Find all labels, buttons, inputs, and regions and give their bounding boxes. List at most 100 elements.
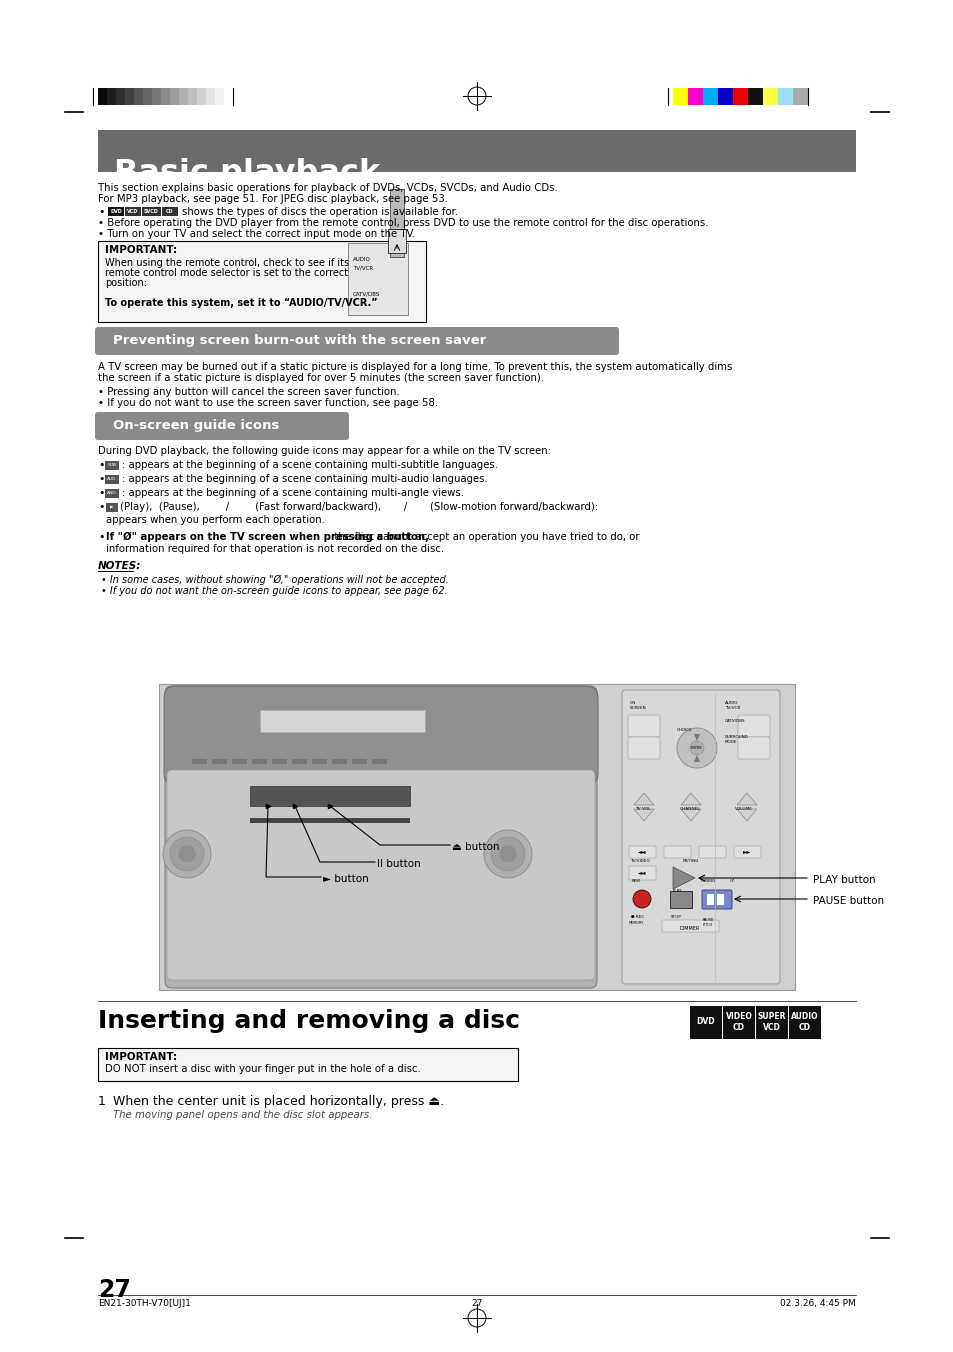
Bar bbox=[192, 758, 207, 764]
Bar bbox=[224, 88, 233, 105]
Bar bbox=[214, 88, 224, 105]
Bar bbox=[133, 88, 143, 105]
Text: On-screen guide icons: On-screen guide icons bbox=[112, 419, 279, 433]
Text: •: • bbox=[98, 475, 105, 484]
Text: STOP: STOP bbox=[670, 915, 681, 919]
Text: A TV screen may be burned out if a static picture is displayed for a long time. : A TV screen may be burned out if a stati… bbox=[98, 362, 732, 372]
Circle shape bbox=[170, 837, 204, 871]
Text: TUNING: TUNING bbox=[700, 879, 715, 883]
Text: : appears at the beginning of a scene containing multi-angle views.: : appears at the beginning of a scene co… bbox=[122, 488, 463, 498]
Bar bbox=[792, 88, 807, 105]
Bar bbox=[125, 88, 133, 105]
Circle shape bbox=[677, 727, 717, 768]
Text: • If you do not want to use the screen saver function, see page 58.: • If you do not want to use the screen s… bbox=[98, 397, 437, 408]
Bar bbox=[179, 88, 188, 105]
Text: NOTES:: NOTES: bbox=[98, 561, 141, 571]
Text: • If you do not want the on-screen guide icons to appear, see page 62.: • If you do not want the on-screen guide… bbox=[101, 585, 447, 596]
Bar bbox=[152, 88, 161, 105]
Text: ENTER: ENTER bbox=[690, 746, 702, 750]
Text: VOLUME: VOLUME bbox=[734, 807, 752, 811]
Text: VCD: VCD bbox=[128, 210, 138, 214]
Text: position:: position: bbox=[105, 279, 147, 288]
Text: CHOICE: CHOICE bbox=[677, 727, 692, 731]
Text: • Turn on your TV and select the correct input mode on the TV.: • Turn on your TV and select the correct… bbox=[98, 228, 415, 239]
Bar bbox=[747, 88, 762, 105]
Bar bbox=[232, 758, 247, 764]
Bar bbox=[788, 1006, 821, 1038]
Bar bbox=[292, 758, 307, 764]
Polygon shape bbox=[680, 808, 700, 821]
Text: When the center unit is placed horizontally, press ⏏.: When the center unit is placed horizonta… bbox=[112, 1095, 444, 1109]
FancyBboxPatch shape bbox=[95, 412, 349, 439]
Bar bbox=[98, 241, 426, 322]
Text: This section explains basic operations for playback of DVDs, VCDs, SVCDs, and Au: This section explains basic operations f… bbox=[98, 183, 558, 193]
Text: remote control mode selector is set to the correct: remote control mode selector is set to t… bbox=[105, 268, 348, 279]
Text: UP: UP bbox=[729, 879, 735, 883]
Circle shape bbox=[179, 846, 194, 863]
Polygon shape bbox=[634, 808, 654, 821]
Text: 1: 1 bbox=[98, 1095, 106, 1109]
Text: EN21-30TH-V70[UJ]1: EN21-30TH-V70[UJ]1 bbox=[98, 1299, 191, 1307]
Text: PAUSE button: PAUSE button bbox=[812, 896, 883, 906]
Text: VIDEO
CD: VIDEO CD bbox=[725, 1013, 752, 1032]
Text: ⏏ button: ⏏ button bbox=[452, 842, 499, 852]
Bar bbox=[161, 88, 170, 105]
Bar bbox=[106, 503, 118, 512]
Text: SVCD: SVCD bbox=[144, 210, 159, 214]
Bar bbox=[762, 88, 778, 105]
Text: The moving panel opens and the disc slot appears.: The moving panel opens and the disc slot… bbox=[112, 1110, 372, 1119]
Text: MUTING: MUTING bbox=[682, 859, 699, 863]
Circle shape bbox=[633, 890, 650, 909]
Polygon shape bbox=[737, 808, 757, 821]
Text: Inserting and removing a disc: Inserting and removing a disc bbox=[98, 1009, 519, 1033]
Text: 02.3.26, 4:45 PM: 02.3.26, 4:45 PM bbox=[780, 1299, 855, 1307]
Bar bbox=[332, 758, 347, 764]
Text: To operate this system, set it to “AUDIO/TV/VCR.”: To operate this system, set it to “AUDIO… bbox=[105, 297, 377, 308]
Text: Basic playback: Basic playback bbox=[113, 158, 380, 189]
Text: : appears at the beginning of a scene containing multi-subtitle languages.: : appears at the beginning of a scene co… bbox=[122, 460, 497, 470]
Text: ▶: ▶ bbox=[111, 506, 113, 510]
Bar bbox=[702, 88, 718, 105]
Polygon shape bbox=[634, 794, 654, 804]
Text: DO NOT insert a disc with your finger put in the hole of a disc.: DO NOT insert a disc with your finger pu… bbox=[105, 1064, 420, 1073]
Circle shape bbox=[499, 846, 516, 863]
Text: PAUSE: PAUSE bbox=[702, 918, 714, 922]
Bar bbox=[98, 88, 107, 105]
Bar bbox=[312, 758, 327, 764]
Bar bbox=[732, 88, 747, 105]
Text: PLAY button: PLAY button bbox=[812, 875, 875, 886]
FancyBboxPatch shape bbox=[165, 685, 597, 988]
Text: AUDIO: AUDIO bbox=[353, 257, 371, 262]
FancyBboxPatch shape bbox=[738, 737, 769, 758]
FancyBboxPatch shape bbox=[167, 771, 595, 980]
Text: ● REC: ● REC bbox=[630, 915, 643, 919]
Text: CATV/DBS: CATV/DBS bbox=[353, 291, 380, 296]
Bar bbox=[706, 894, 713, 904]
Polygon shape bbox=[737, 794, 757, 804]
Text: •: • bbox=[98, 207, 105, 218]
Text: • Pressing any button will cancel the screen saver function.: • Pressing any button will cancel the sc… bbox=[98, 387, 399, 397]
Bar bbox=[390, 189, 403, 257]
Text: IMPORTANT:: IMPORTANT: bbox=[105, 1052, 177, 1063]
Text: ◄◄: ◄◄ bbox=[638, 871, 645, 876]
Text: AUD: AUD bbox=[107, 477, 116, 481]
Text: AUDIO
TV/VCR: AUDIO TV/VCR bbox=[724, 700, 740, 710]
Text: For MP3 playback, see page 51. For JPEG disc playback, see page 53.: For MP3 playback, see page 51. For JPEG … bbox=[98, 193, 448, 204]
Bar bbox=[755, 1006, 787, 1038]
Circle shape bbox=[491, 837, 524, 871]
Text: •: • bbox=[98, 531, 105, 542]
Text: If "Ø" appears on the TV screen when pressing a button,: If "Ø" appears on the TV screen when pre… bbox=[106, 531, 429, 542]
FancyBboxPatch shape bbox=[627, 737, 659, 758]
Text: ►►: ►► bbox=[742, 849, 751, 854]
Text: During DVD playback, the following guide icons may appear for a while on the TV : During DVD playback, the following guide… bbox=[98, 446, 550, 456]
Bar bbox=[250, 818, 410, 823]
Bar bbox=[105, 461, 119, 470]
FancyBboxPatch shape bbox=[621, 690, 780, 984]
Text: •: • bbox=[98, 502, 105, 512]
Text: CD: CD bbox=[166, 210, 173, 214]
Bar bbox=[718, 88, 732, 105]
Bar bbox=[348, 243, 408, 315]
Circle shape bbox=[483, 830, 532, 877]
Bar bbox=[722, 1006, 754, 1038]
Bar bbox=[669, 891, 691, 909]
